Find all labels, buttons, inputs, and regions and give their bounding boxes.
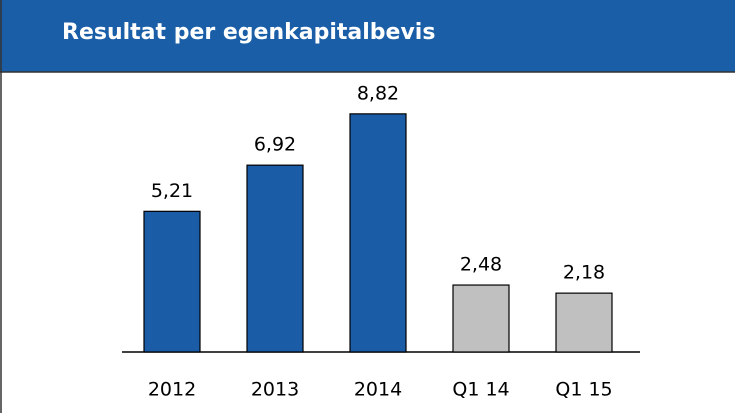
value-label: 5,21 [151,180,193,202]
value-label: 2,48 [460,254,502,276]
header-banner [0,0,735,72]
bar [143,210,201,353]
x-tick-label: 2012 [148,379,196,401]
x-tick-label: 2014 [354,379,402,401]
x-tick-label: 2013 [251,379,299,401]
bar [555,292,613,353]
bar [452,284,510,353]
value-label: 6,92 [254,134,296,156]
value-label: 8,82 [357,82,399,104]
bar [349,113,407,353]
chart-title: Resultat per egenkapitalbevis [62,20,435,45]
value-label: 2,18 [563,262,605,284]
x-tick-label: Q1 14 [452,379,509,401]
x-tick-label: Q1 15 [555,379,612,401]
bar [246,164,304,353]
